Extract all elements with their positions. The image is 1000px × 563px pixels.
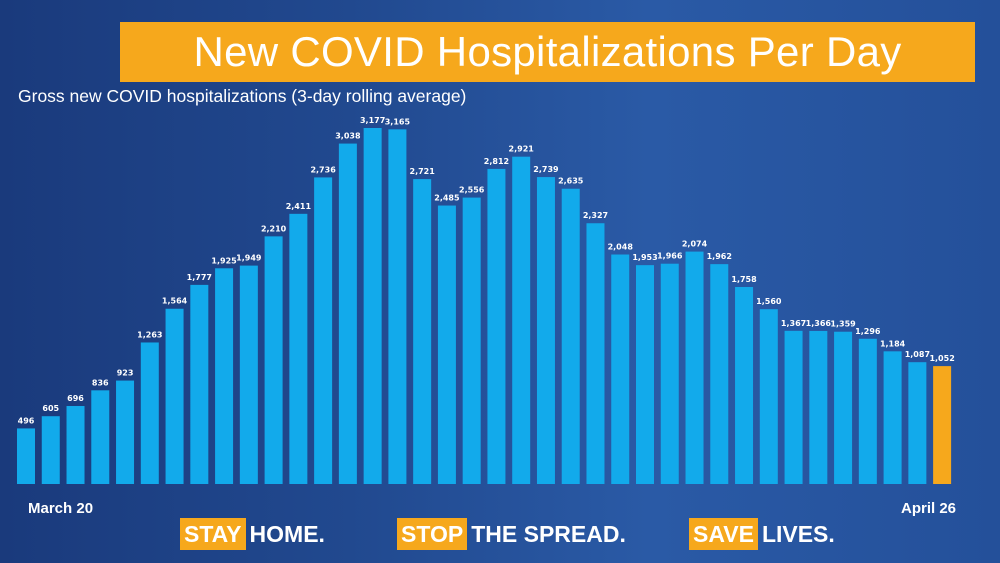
- bar: [908, 362, 927, 484]
- bar: [41, 416, 60, 484]
- data-label: 1,087: [905, 350, 930, 359]
- data-label: 696: [67, 394, 84, 403]
- data-label: 2,048: [608, 243, 634, 252]
- slogan-stop-spread: STOP THE SPREAD.: [397, 518, 626, 550]
- bar: [487, 168, 506, 485]
- data-label: 2,721: [410, 167, 436, 176]
- bar: [338, 143, 357, 485]
- bar: [363, 128, 382, 484]
- slogan-stay-home: STAY HOME.: [180, 518, 325, 550]
- data-label: 2,074: [682, 240, 708, 249]
- data-label: 1,366: [806, 319, 832, 328]
- bar: [140, 342, 159, 484]
- bar: [883, 351, 902, 484]
- data-label: 605: [42, 404, 59, 413]
- bar: [289, 213, 308, 484]
- data-label: 2,921: [509, 145, 535, 154]
- data-label: 2,736: [310, 165, 336, 174]
- bar: [536, 177, 555, 484]
- data-label: 2,327: [583, 211, 608, 220]
- data-label: 1,367: [781, 319, 806, 328]
- data-label: 2,210: [261, 224, 287, 233]
- data-label: 3,177: [360, 116, 385, 125]
- data-label: 1,949: [236, 254, 262, 263]
- bar: [116, 380, 135, 484]
- bar: [933, 366, 952, 484]
- bar: [215, 268, 234, 484]
- bar: [17, 428, 35, 484]
- data-label: 3,038: [335, 132, 361, 141]
- data-label: 1,052: [929, 354, 954, 363]
- data-label: 2,739: [533, 165, 559, 174]
- chart-subtitle: Gross new COVID hospitalizations (3-day …: [18, 86, 467, 106]
- data-label: 1,953: [632, 253, 657, 262]
- data-label: 836: [92, 378, 109, 387]
- bar: [314, 177, 333, 484]
- bar: [586, 223, 605, 485]
- data-label: 1,263: [137, 330, 162, 339]
- x-end-label: April 26: [901, 500, 957, 517]
- title-banner: New COVID Hospitalizations Per Day: [120, 22, 975, 82]
- bar: [91, 390, 110, 484]
- slogan-highlight: STOP: [397, 518, 468, 550]
- bar: [784, 330, 803, 484]
- bar: [190, 284, 209, 484]
- bar: [685, 251, 704, 484]
- bar: [611, 254, 630, 484]
- data-label: 1,758: [731, 275, 757, 284]
- bar: [413, 179, 432, 484]
- bar: [858, 338, 877, 484]
- bar: [165, 308, 184, 484]
- data-label: 2,635: [558, 177, 584, 186]
- data-label: 496: [18, 416, 35, 425]
- slogan-save-lives: SAVE LIVES.: [689, 518, 835, 550]
- bar: [735, 287, 754, 484]
- bar: [660, 263, 679, 484]
- bar: [834, 331, 853, 484]
- slogans: STAY HOME. STOP THE SPREAD. SAVE LIVES.: [0, 518, 1000, 552]
- bar: [512, 156, 531, 484]
- data-label: 2,485: [434, 194, 460, 203]
- bar: [710, 264, 729, 484]
- bar: [561, 188, 580, 485]
- data-label: 1,359: [830, 320, 856, 329]
- data-label: 1,962: [707, 252, 732, 261]
- data-label: 1,564: [162, 297, 188, 306]
- bar: [462, 197, 481, 484]
- data-label: 1,966: [657, 252, 683, 261]
- slogan-highlight: SAVE: [689, 518, 758, 550]
- data-label: 2,411: [286, 202, 312, 211]
- bar: [264, 236, 283, 484]
- slogan-highlight: STAY: [180, 518, 246, 550]
- bar: [388, 129, 407, 484]
- data-label: 3,165: [385, 117, 411, 126]
- x-start-label: March 20: [28, 500, 94, 517]
- slogan-text: THE SPREAD.: [471, 520, 626, 547]
- bar: [759, 309, 778, 484]
- bar: [636, 265, 654, 484]
- bar: [66, 406, 85, 484]
- slogan-text: LIVES.: [761, 520, 835, 547]
- data-label: 1,184: [880, 339, 906, 348]
- chart-title: New COVID Hospitalizations Per Day: [193, 28, 902, 75]
- data-label: 923: [117, 369, 134, 378]
- data-label: 1,560: [756, 297, 782, 306]
- slogan-text: HOME.: [249, 520, 325, 547]
- data-label: 2,812: [484, 157, 509, 166]
- bar: [239, 265, 258, 484]
- bar: [437, 205, 456, 484]
- bar: [809, 330, 828, 484]
- data-label: 1,925: [211, 256, 237, 265]
- data-label: 1,296: [855, 327, 881, 336]
- data-label: 2,556: [459, 186, 485, 195]
- data-label: 1,777: [187, 273, 212, 282]
